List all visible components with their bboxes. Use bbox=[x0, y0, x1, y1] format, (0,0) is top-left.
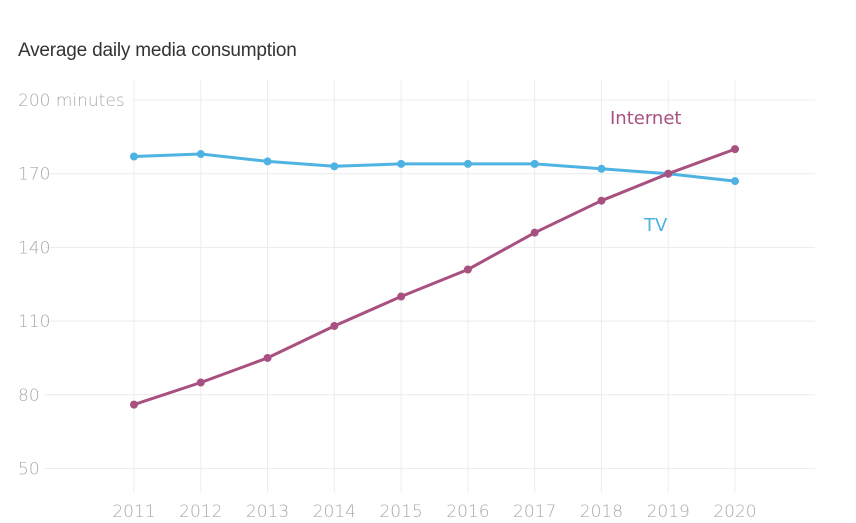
series-line-tv bbox=[133, 152, 736, 183]
y-tick-label: 200 minutes bbox=[18, 91, 125, 111]
y-tick-label: 50 bbox=[18, 460, 40, 480]
data-point-internet bbox=[330, 322, 339, 331]
data-point-internet bbox=[731, 145, 739, 154]
data-point-internet bbox=[397, 292, 406, 301]
data-point-tv bbox=[263, 157, 272, 166]
data-point-tv bbox=[130, 152, 138, 161]
data-point-internet bbox=[196, 378, 205, 387]
x-axis-ticks: 2011 2012 2013 2014 2015 2016 2017 2018 2019 2020 bbox=[112, 502, 756, 522]
data-point-internet bbox=[463, 265, 472, 274]
data-point-tv bbox=[330, 162, 339, 171]
x-tick-label: 2015 bbox=[379, 502, 422, 522]
y-tick-label: 80 bbox=[18, 386, 40, 406]
series-label-tv: TV bbox=[643, 215, 668, 236]
y-tick-label: 140 bbox=[18, 238, 50, 258]
data-point-internet bbox=[530, 228, 539, 237]
x-tick-label: 2017 bbox=[513, 502, 556, 522]
series-lines bbox=[133, 147, 736, 407]
x-tick-label: 2012 bbox=[179, 502, 222, 522]
series-label-internet: Internet bbox=[610, 108, 681, 129]
y-axis-ticks: 50 80 110 140 170 200 minutes bbox=[18, 91, 125, 480]
data-point-tv bbox=[597, 164, 606, 173]
y-tick-label: 170 bbox=[18, 165, 50, 185]
data-point-tv bbox=[196, 150, 205, 159]
data-point-internet bbox=[597, 196, 606, 205]
x-tick-label: 2014 bbox=[313, 502, 356, 522]
series-points bbox=[130, 145, 739, 409]
data-point-tv bbox=[397, 159, 406, 168]
data-point-tv bbox=[530, 159, 539, 168]
data-point-tv bbox=[463, 159, 472, 168]
x-tick-label: 2020 bbox=[713, 502, 756, 522]
y-tick-label: 110 bbox=[18, 312, 50, 332]
data-point-tv bbox=[731, 177, 739, 186]
chart-title: Average daily media consumption bbox=[18, 40, 297, 61]
data-point-internet bbox=[664, 169, 673, 178]
series-line-internet bbox=[133, 147, 736, 407]
data-point-internet bbox=[263, 353, 272, 362]
x-tick-label: 2019 bbox=[647, 502, 690, 522]
x-tick-label: 2016 bbox=[446, 502, 489, 522]
data-point-internet bbox=[130, 400, 138, 409]
grid bbox=[45, 80, 815, 492]
x-tick-label: 2011 bbox=[112, 502, 155, 522]
x-tick-label: 2018 bbox=[580, 502, 623, 522]
x-tick-label: 2013 bbox=[246, 502, 289, 522]
